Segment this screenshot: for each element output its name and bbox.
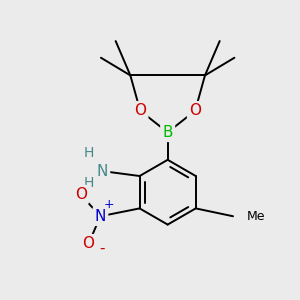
Text: O: O xyxy=(82,236,94,251)
Text: O: O xyxy=(189,103,201,118)
Text: +: + xyxy=(104,198,115,211)
Text: H: H xyxy=(83,146,94,161)
Text: H: H xyxy=(83,176,94,190)
Text: O: O xyxy=(134,103,146,118)
Text: O: O xyxy=(75,187,87,202)
Text: N: N xyxy=(97,164,108,178)
Text: -: - xyxy=(100,241,105,256)
Text: B: B xyxy=(162,125,173,140)
Text: N: N xyxy=(95,209,106,224)
Text: Me: Me xyxy=(247,210,265,223)
